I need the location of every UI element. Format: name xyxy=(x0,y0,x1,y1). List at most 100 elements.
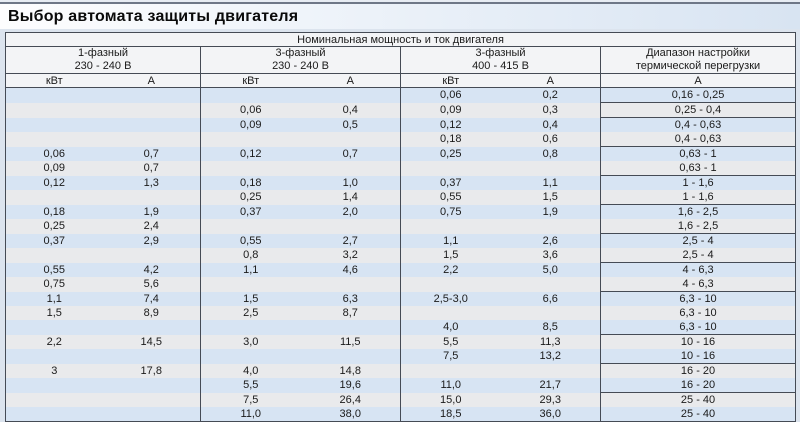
range-cell: 1 - 1,6 xyxy=(599,190,796,205)
value-cell: 0,3 xyxy=(500,102,601,118)
group-header-3: Диапазон настройки термической перегрузки xyxy=(599,46,796,74)
group-label-line1: 1-фазный xyxy=(78,47,128,59)
range-cell: 6,3 - 10 xyxy=(599,306,796,320)
table-row: 0,37 2,9 0,55 2,7 1,1 2,6 2,5 - 4 xyxy=(5,233,796,248)
table-row: 7,5 13,2 10 - 16 xyxy=(5,349,796,364)
value-cell xyxy=(300,161,401,176)
value-cell: 2,2 xyxy=(400,262,501,277)
value-cell: 0,06 xyxy=(400,87,501,103)
value-cell xyxy=(5,407,103,422)
value-cell: 0,12 xyxy=(200,146,301,161)
value-cell: 14,8 xyxy=(300,363,401,378)
value-cell: 4,6 xyxy=(300,262,401,277)
value-cell xyxy=(200,219,301,234)
value-cell xyxy=(102,320,201,335)
value-cell: 0,7 xyxy=(102,161,201,176)
value-cell: 1,3 xyxy=(102,175,201,190)
unit-header: А xyxy=(300,73,401,88)
value-cell: 5,5 xyxy=(200,378,301,393)
value-cell xyxy=(300,132,401,147)
value-cell xyxy=(200,277,301,292)
value-cell: 11,0 xyxy=(200,407,301,422)
value-cell: 0,55 xyxy=(200,233,301,248)
value-cell xyxy=(500,219,601,234)
value-cell: 1,5 xyxy=(200,291,301,306)
table-row: 0,55 4,2 1,1 4,6 2,2 5,0 4 - 6,3 xyxy=(5,262,796,277)
value-cell: 18,5 xyxy=(400,407,501,422)
value-cell xyxy=(102,378,201,393)
range-cell: 0,4 - 0,63 xyxy=(599,117,796,132)
value-cell: 1,9 xyxy=(500,204,601,219)
value-cell: 0,09 xyxy=(5,161,103,176)
value-cell xyxy=(500,277,601,292)
value-cell xyxy=(102,349,201,364)
table-row: 0,75 5,6 4 - 6,3 xyxy=(5,277,796,292)
value-cell xyxy=(5,248,103,263)
value-cell: 7,4 xyxy=(102,291,201,306)
value-cell xyxy=(200,132,301,147)
value-cell: 11,5 xyxy=(300,334,401,349)
range-cell: 1,6 - 2,5 xyxy=(599,204,796,219)
value-cell: 8,7 xyxy=(300,306,401,320)
value-cell: 3,2 xyxy=(300,248,401,263)
unit-header: кВт xyxy=(200,73,301,88)
value-cell: 0,37 xyxy=(400,175,501,190)
value-cell: 0,55 xyxy=(5,262,103,277)
table-row: 0,25 2,4 1,6 - 2,5 xyxy=(5,219,796,234)
value-cell xyxy=(400,363,501,378)
value-cell: 3 xyxy=(5,363,103,378)
value-cell: 0,09 xyxy=(400,102,501,118)
title-bar: Выбор автомата защиты двигателя xyxy=(0,4,800,29)
value-cell xyxy=(400,277,501,292)
value-cell: 0,18 xyxy=(400,132,501,147)
value-cell: 0,12 xyxy=(5,175,103,190)
range-cell: 10 - 16 xyxy=(599,349,796,364)
value-cell: 0,7 xyxy=(102,146,201,161)
value-cell: 0,2 xyxy=(500,87,601,103)
value-cell: 8,5 xyxy=(500,320,601,335)
value-cell: 0,06 xyxy=(5,146,103,161)
top-edge xyxy=(0,0,800,2)
range-cell: 0,16 - 0,25 xyxy=(599,87,796,103)
table-row: 0,18 0,6 0,4 - 0,63 xyxy=(5,132,796,147)
range-cell: 25 - 40 xyxy=(599,392,796,407)
value-cell: 5,0 xyxy=(500,262,601,277)
value-cell xyxy=(5,320,103,335)
table-row: 4,0 8,5 6,3 - 10 xyxy=(5,320,796,335)
group-label-line2: 230 - 240 В xyxy=(74,60,132,72)
range-cell: 0,63 - 1 xyxy=(599,161,796,176)
value-cell: 0,55 xyxy=(400,190,501,205)
value-cell xyxy=(500,306,601,320)
table-row: 0,09 0,7 0,63 - 1 xyxy=(5,161,796,176)
value-cell: 0,06 xyxy=(200,102,301,118)
top-header-row: Номинальная мощность и ток двигателя xyxy=(5,32,796,47)
value-cell: 11,3 xyxy=(500,334,601,349)
range-cell: 16 - 20 xyxy=(599,378,796,393)
group-label-line2: 230 - 240 В xyxy=(272,60,329,72)
value-cell: 26,4 xyxy=(300,392,401,407)
unit-header: кВт xyxy=(5,73,103,88)
value-cell: 8,9 xyxy=(102,306,201,320)
table-row: 0,06 0,4 0,09 0,3 0,25 - 0,4 xyxy=(5,102,796,118)
value-cell: 0,8 xyxy=(200,248,301,263)
value-cell xyxy=(300,87,401,103)
range-cell: 25 - 40 xyxy=(599,407,796,422)
table-row: 0,18 1,9 0,37 2,0 0,75 1,9 1,6 - 2,5 xyxy=(5,204,796,219)
table-row: 2,2 14,5 3,0 11,5 5,5 11,3 10 - 16 xyxy=(5,334,796,349)
table-row: 1,5 8,9 2,5 8,7 6,3 - 10 xyxy=(5,306,796,320)
value-cell: 0,5 xyxy=(300,117,401,132)
group-label-line2: термической перегрузки xyxy=(635,60,761,72)
unit-header: А xyxy=(102,73,201,88)
value-cell: 2,5 xyxy=(200,306,301,320)
value-cell xyxy=(500,363,601,378)
unit-header: А xyxy=(599,73,796,88)
table-row: 7,5 26,4 15,0 29,3 25 - 40 xyxy=(5,392,796,407)
value-cell: 2,5-3,0 xyxy=(400,291,501,306)
unit-header: А xyxy=(500,73,601,88)
value-cell xyxy=(5,102,103,118)
value-cell: 6,6 xyxy=(500,291,601,306)
value-cell xyxy=(5,392,103,407)
motor-protection-table: Номинальная мощность и ток двигателя 1-ф… xyxy=(5,32,797,422)
value-cell xyxy=(102,117,201,132)
